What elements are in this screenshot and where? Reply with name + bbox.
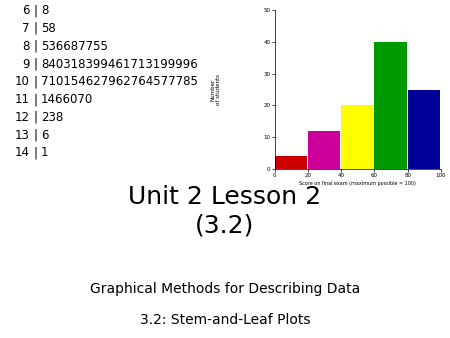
Text: 7: 7: [22, 22, 30, 35]
Text: |: |: [33, 75, 37, 88]
Text: 10: 10: [15, 75, 30, 88]
Text: |: |: [33, 111, 37, 124]
Bar: [308, 131, 340, 169]
Text: 12: 12: [15, 111, 30, 124]
Text: 8: 8: [22, 40, 30, 53]
Text: |: |: [33, 146, 37, 160]
Text: 840318399461713199996: 840318399461713199996: [41, 57, 198, 71]
Text: Graphical Methods for Describing Data: Graphical Methods for Describing Data: [90, 282, 360, 296]
Text: 14: 14: [15, 146, 30, 160]
Y-axis label: Number
of students: Number of students: [211, 74, 221, 105]
Text: 9: 9: [22, 57, 30, 71]
Text: 11: 11: [15, 93, 30, 106]
Text: 1466070: 1466070: [41, 93, 93, 106]
Text: |: |: [33, 4, 37, 17]
Text: 6: 6: [22, 4, 30, 17]
Text: |: |: [33, 57, 37, 71]
Text: 58: 58: [41, 22, 56, 35]
Text: |: |: [33, 129, 37, 142]
Bar: [274, 156, 307, 169]
Bar: [341, 105, 374, 169]
Text: Unit 2 Lesson 2
(3.2): Unit 2 Lesson 2 (3.2): [128, 185, 322, 238]
Text: 238: 238: [41, 111, 63, 124]
Text: 8: 8: [41, 4, 49, 17]
X-axis label: Score on final exam (maximum possible = 100): Score on final exam (maximum possible = …: [299, 181, 416, 186]
Text: 6: 6: [41, 129, 49, 142]
Text: |: |: [33, 93, 37, 106]
Text: 3.2: Stem-and-Leaf Plots: 3.2: Stem-and-Leaf Plots: [140, 313, 310, 328]
Text: 710154627962764577785: 710154627962764577785: [41, 75, 198, 88]
Text: 13: 13: [15, 129, 30, 142]
Text: |: |: [33, 22, 37, 35]
Text: |: |: [33, 40, 37, 53]
Bar: [374, 42, 407, 169]
Text: 536687755: 536687755: [41, 40, 108, 53]
Text: 1: 1: [41, 146, 49, 160]
Bar: [408, 90, 440, 169]
